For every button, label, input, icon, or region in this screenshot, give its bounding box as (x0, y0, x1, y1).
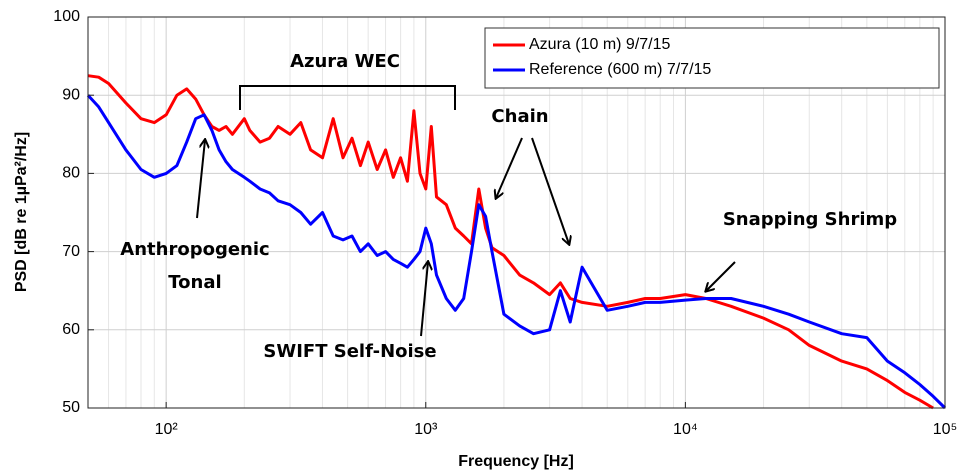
annotation: Azura WEC (290, 51, 400, 72)
y-tick-label: 100 (53, 8, 80, 25)
y-tick-label: 80 (62, 165, 80, 182)
arrow (531, 137, 569, 244)
arrow (420, 262, 428, 337)
annotation: Snapping Shrimp (723, 209, 897, 230)
annotation: Tonal (168, 272, 221, 293)
bracket (239, 85, 456, 110)
annotation: SWIFT Self-Noise (263, 341, 436, 362)
annotation: Anthropogenic (120, 239, 269, 260)
y-tick-label: 70 (62, 243, 80, 260)
lines (86, 74, 947, 410)
arrow (196, 140, 205, 219)
arrow (496, 137, 523, 198)
y-axis-label: PSD [dB re 1µPa²/Hz] (13, 132, 30, 292)
series-line (87, 74, 934, 410)
annotation: Chain (491, 106, 548, 127)
x-axis-label: Frequency [Hz] (458, 453, 574, 470)
legend-box (484, 27, 940, 89)
legend: Azura (10 m) 9/7/15 Reference (600 m) 7/7… (484, 27, 940, 89)
y-tick-label: 90 (62, 86, 80, 103)
legend-label: Reference (600 m) 7/7/15 (529, 61, 711, 78)
annotations: Azura WEC Chain Snapping Shrimp Anthropo… (120, 51, 897, 362)
x-tick-label: 10⁴ (673, 421, 698, 438)
series-line (86, 94, 947, 410)
y-tick-label: 50 (62, 399, 80, 416)
legend-label: Azura (10 m) 9/7/15 (529, 36, 671, 53)
x-tick-label: 10⁵ (933, 421, 957, 438)
x-tick-label: 10² (155, 421, 179, 438)
y-tick-label: 60 (62, 321, 80, 338)
plot-frame (87, 16, 946, 409)
arrow (706, 261, 736, 291)
x-tick-label: 10³ (414, 421, 438, 438)
